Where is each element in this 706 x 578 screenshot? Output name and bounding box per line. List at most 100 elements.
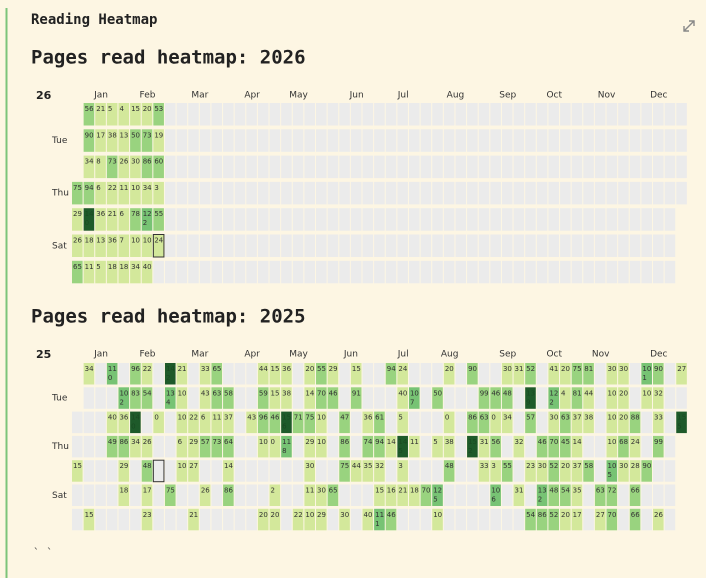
month-label: Mar — [191, 91, 208, 101]
day-cell — [618, 363, 629, 385]
day-cell — [629, 484, 641, 506]
day-cell — [83, 387, 95, 409]
day-value: 52 — [549, 462, 558, 470]
day-cell — [560, 234, 571, 257]
day-cell — [653, 129, 664, 152]
day-cell — [664, 129, 676, 152]
day-value-part: 6 — [491, 496, 496, 504]
month-label: Nov — [598, 91, 616, 101]
day-cell — [304, 155, 315, 179]
day-cell — [501, 460, 513, 482]
day-value: 10 — [642, 389, 651, 397]
day-cell — [223, 234, 234, 257]
day-cell — [513, 411, 525, 434]
day-value: 15 — [352, 365, 361, 373]
day-cell — [548, 155, 560, 179]
day-value: 40 — [108, 414, 117, 422]
day-cell — [560, 435, 571, 458]
day-cell — [188, 155, 199, 179]
day-cell — [676, 155, 687, 179]
day-value-part: 10 — [642, 365, 651, 373]
day-cell — [176, 260, 188, 284]
day-value: 32 — [375, 462, 384, 470]
day-value: 13 — [119, 131, 128, 139]
day-cell — [583, 387, 594, 409]
day-cell — [83, 234, 95, 257]
day-cell — [408, 260, 420, 284]
day-cell — [618, 208, 629, 231]
day-cell — [141, 363, 153, 385]
day-cell — [467, 387, 478, 409]
day-value: 56 — [491, 438, 500, 446]
day-value: 20 — [259, 511, 268, 519]
day-cell — [432, 234, 443, 257]
day-cell — [164, 411, 176, 434]
day-cell — [571, 103, 583, 126]
day-cell — [188, 260, 199, 284]
day-cell — [83, 208, 95, 231]
day-value: 0 — [154, 414, 158, 422]
day-value: 10 — [178, 462, 187, 470]
day-cell — [164, 363, 176, 385]
day-value: 30 — [619, 462, 628, 470]
day-value: 46 — [387, 511, 396, 519]
day-cell — [467, 155, 478, 179]
day-cell — [95, 411, 106, 434]
day-value: 70 — [608, 511, 617, 519]
day-value: 86 — [538, 511, 547, 519]
day-cell — [316, 411, 327, 434]
day-cell — [339, 387, 350, 409]
day-cell — [211, 484, 223, 506]
day-cell — [478, 363, 490, 385]
day-cell — [188, 460, 199, 482]
day-cell — [618, 234, 629, 257]
day-cell — [199, 435, 211, 458]
month-label: Dec — [650, 350, 667, 360]
day-cell — [362, 208, 374, 231]
day-cell — [234, 103, 246, 126]
day-value: 54 — [526, 511, 535, 519]
day-cell — [467, 129, 478, 152]
day-cell — [420, 508, 432, 531]
day-value-part: 13 — [538, 487, 547, 495]
day-cell — [153, 103, 164, 126]
day-value: 34 — [131, 438, 140, 446]
day-cell — [304, 103, 315, 126]
day-cell — [327, 387, 339, 409]
day-value-part: 5 — [608, 471, 612, 479]
day-value: 27 — [596, 511, 605, 519]
day-cell — [188, 411, 199, 434]
day-cell — [130, 508, 141, 531]
day-value: 78 — [131, 210, 140, 218]
day-cell — [664, 508, 676, 531]
day-cell — [176, 363, 188, 385]
day-cell — [164, 181, 176, 205]
day-cell — [606, 234, 618, 257]
day-cell — [432, 260, 443, 284]
day-value: 14 — [387, 438, 396, 446]
day-cell — [188, 387, 199, 409]
day-cell — [269, 484, 281, 506]
day-cell — [199, 484, 211, 506]
day-cell — [606, 387, 618, 409]
day-cell — [606, 435, 618, 458]
day-value: 46 — [491, 389, 500, 397]
day-cell — [199, 460, 211, 482]
day-cell — [350, 460, 362, 482]
day-cell — [653, 260, 664, 284]
day-value-part: 14 — [85, 210, 94, 218]
day-value: 34 — [85, 158, 94, 166]
day-cell — [467, 508, 478, 531]
day-cell — [246, 103, 257, 126]
day-cell — [560, 103, 571, 126]
day-cell — [664, 155, 676, 179]
day-cell — [316, 155, 327, 179]
expand-button[interactable] — [680, 17, 698, 35]
day-cell — [106, 508, 118, 531]
day-value: 27 — [189, 462, 198, 470]
day-value: 40 — [143, 263, 152, 271]
day-cell — [316, 460, 327, 482]
day-cell — [350, 129, 362, 152]
day-value-part: 11 — [108, 365, 117, 373]
